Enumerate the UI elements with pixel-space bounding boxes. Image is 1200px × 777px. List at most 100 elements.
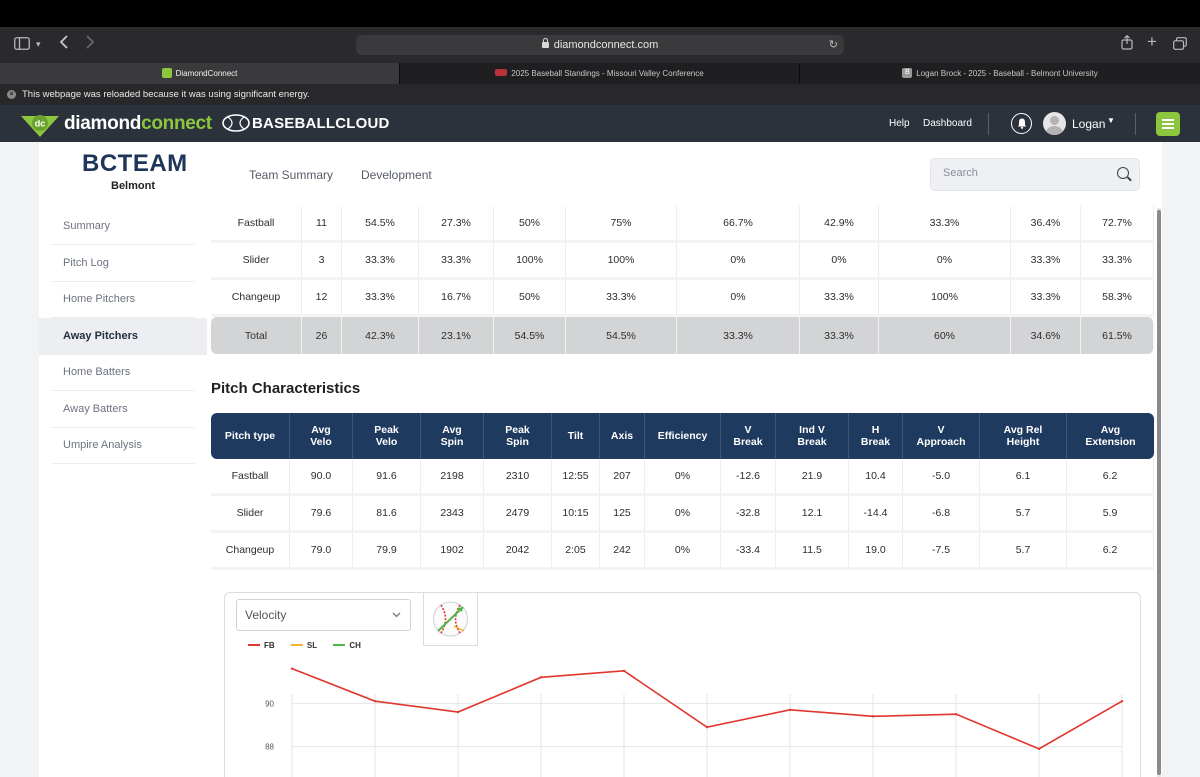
scrollbar[interactable] [1157, 208, 1161, 777]
diamondconnect-logo-icon[interactable]: dc [21, 112, 59, 143]
column-header[interactable]: Avg Extension [1067, 413, 1154, 459]
column-header-line: Avg [442, 424, 462, 436]
sidebar-item-home-batters[interactable]: Home Batters [51, 354, 195, 391]
data-point[interactable] [1037, 747, 1041, 751]
column-header-line: H [871, 424, 880, 436]
browser-tab-belmont[interactable]: B Logan Brock - 2025 - Baseball - Belmont… [800, 63, 1200, 84]
sidebar-toggle-icon[interactable] [14, 37, 30, 53]
table-cell: 58.3% [1081, 280, 1154, 317]
data-point[interactable] [373, 699, 377, 703]
dashboard-link[interactable]: Dashboard [923, 118, 972, 129]
table-cell: 33.3% [1011, 280, 1081, 317]
column-header[interactable]: Axis [600, 413, 645, 459]
back-icon[interactable] [59, 35, 69, 52]
table-cell: 2310 [484, 459, 552, 496]
chevron-down-icon[interactable]: ▼ [1107, 116, 1115, 125]
user-name[interactable]: Logan [1072, 117, 1106, 131]
data-point[interactable] [954, 712, 958, 716]
table-row: Fastball 11 54.5% 27.3% 50% 75% 66.7% 42.9% 33.3… [211, 206, 1154, 243]
header-divider [988, 113, 989, 135]
table-cell: -33.4 [721, 533, 776, 570]
column-header[interactable]: H Break [849, 413, 903, 459]
tab-overview-icon[interactable] [1173, 37, 1187, 53]
browser-tab-diamondconnect[interactable]: DiamondConnect [0, 63, 400, 84]
share-icon[interactable] [1121, 35, 1133, 53]
table-cell: 10.4 [849, 459, 903, 496]
sidebar-item-away-batters[interactable]: Away Batters [51, 391, 195, 428]
forward-icon[interactable] [85, 35, 95, 52]
metric-select[interactable]: Velocity [236, 599, 411, 631]
close-icon[interactable]: × [7, 90, 16, 99]
table-cell: 66.7% [677, 206, 800, 243]
address-bar[interactable]: diamondconnect.com ↻ [356, 35, 844, 55]
pitch-type-cell: Changeup [211, 280, 302, 317]
data-point[interactable] [871, 715, 875, 718]
chevron-down-icon[interactable]: ▾ [36, 39, 41, 49]
table-cell: 6.2 [1067, 459, 1154, 496]
bell-icon[interactable] [1011, 113, 1032, 134]
pitch-characteristics-table: Pitch type Avg Velo Peak Velo Avg Spin Peak Spin… [211, 413, 1154, 570]
column-header[interactable]: Tilt [552, 413, 600, 459]
column-header[interactable]: Peak Spin [484, 413, 552, 459]
new-tab-icon[interactable]: + [1147, 32, 1157, 51]
tab-development[interactable]: Development [361, 168, 432, 182]
pitch-type-cell: Slider [211, 496, 290, 533]
column-header-line: Velo [375, 436, 398, 448]
sidebar-item-away-pitchers[interactable]: Away Pitchers [39, 318, 207, 355]
legend-item-fb[interactable]: FB [248, 641, 275, 650]
column-header[interactable]: V Approach [903, 413, 980, 459]
data-point[interactable] [705, 725, 709, 729]
table-cell: 60% [879, 317, 1011, 354]
sidebar-item-summary[interactable]: Summary [51, 208, 195, 245]
table-cell: 33.3% [677, 317, 800, 354]
tab-team-summary[interactable]: Team Summary [249, 168, 334, 182]
table-cell: 54.5% [566, 317, 677, 354]
brand-wordmark[interactable]: diamondconnect [64, 113, 212, 135]
browser-tab-mvc-standings[interactable]: 2025 Baseball Standings - Missouri Valle… [400, 63, 800, 84]
reload-icon[interactable]: ↻ [828, 39, 838, 51]
column-header[interactable]: Avg Rel Height [980, 413, 1067, 459]
table-cell: 5.7 [980, 533, 1067, 570]
help-link[interactable]: Help [889, 118, 910, 129]
search-box[interactable] [930, 158, 1140, 191]
data-point[interactable] [622, 669, 626, 673]
table-cell: -32.8 [721, 496, 776, 533]
chevron-down-icon[interactable] [392, 600, 401, 630]
sidebar-item-home-pitchers[interactable]: Home Pitchers [51, 281, 195, 318]
brand-connect: connect [141, 113, 212, 134]
table-cell: 23.1% [419, 317, 494, 354]
column-header-line: Height [1006, 436, 1040, 448]
table-cell: -7.5 [903, 533, 980, 570]
table-cell: 79.9 [353, 533, 421, 570]
window-top-bar [0, 0, 1200, 27]
column-header[interactable]: Pitch type [211, 413, 290, 459]
table-cell: 0% [677, 243, 800, 280]
legend-item-ch[interactable]: CH [333, 641, 361, 650]
sidebar-item-umpire-analysis[interactable]: Umpire Analysis [51, 427, 195, 464]
column-header[interactable]: Avg Velo [290, 413, 353, 459]
search-input[interactable] [943, 167, 1103, 179]
hamburger-menu-button[interactable] [1156, 112, 1180, 136]
data-point[interactable] [788, 708, 792, 712]
search-icon[interactable] [1117, 167, 1129, 179]
sidebar-item-pitch-log[interactable]: Pitch Log [51, 245, 195, 282]
data-point[interactable] [290, 667, 294, 670]
data-point[interactable] [1120, 699, 1124, 703]
table-cell: 11 [302, 206, 342, 243]
column-header[interactable]: V Break [721, 413, 776, 459]
column-header[interactable]: Avg Spin [421, 413, 484, 459]
spin-axis-view-button[interactable] [423, 592, 478, 646]
column-header[interactable]: Efficiency [645, 413, 721, 459]
scrollbar-thumb[interactable] [1157, 210, 1161, 775]
table-cell: 5.9 [1067, 496, 1154, 533]
column-header[interactable]: Ind V Break [776, 413, 849, 459]
legend-item-sl[interactable]: SL [290, 641, 317, 650]
data-point[interactable] [456, 710, 460, 714]
table-cell: 12 [302, 280, 342, 317]
column-header-line: Break [797, 436, 827, 448]
avatar[interactable] [1043, 112, 1066, 135]
column-header-line: Break [860, 436, 891, 448]
column-header[interactable]: Peak Velo [353, 413, 421, 459]
pitch-type-cell: Changeup [211, 533, 290, 570]
data-point[interactable] [539, 676, 543, 679]
